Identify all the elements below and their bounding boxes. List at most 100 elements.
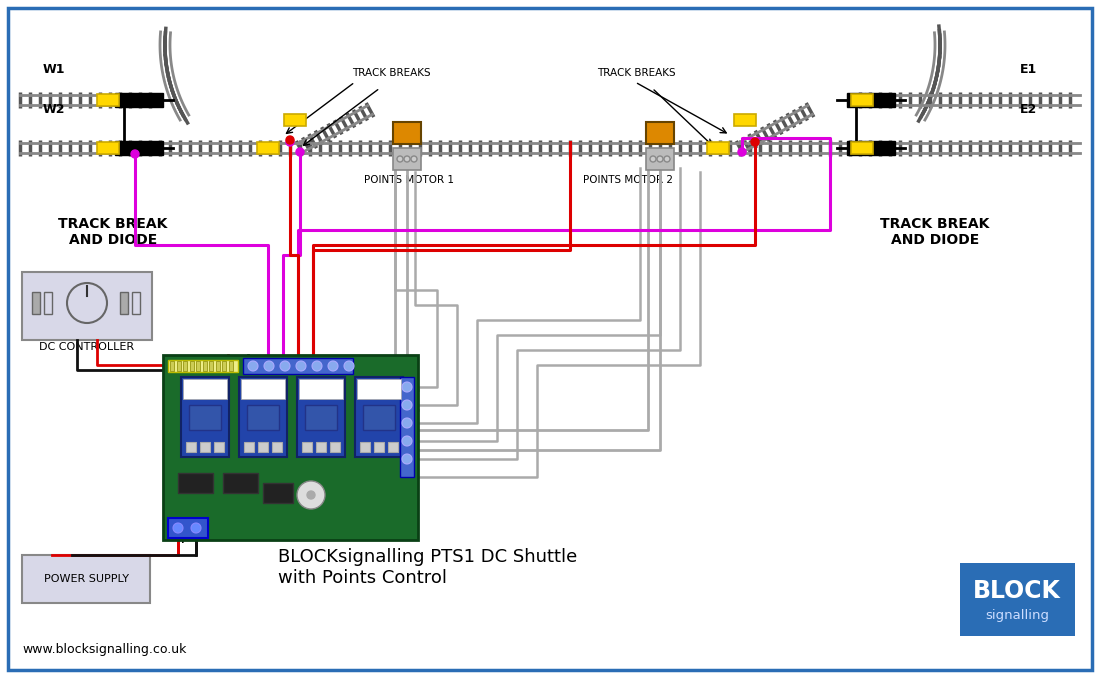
- Bar: [865, 141, 895, 155]
- Text: +: +: [177, 532, 188, 546]
- Bar: [189, 361, 194, 371]
- Bar: [229, 361, 232, 371]
- Bar: [865, 93, 895, 107]
- Bar: [22, 272, 152, 340]
- Bar: [646, 122, 674, 144]
- Bar: [851, 94, 873, 106]
- Text: TRACK BREAKS: TRACK BREAKS: [597, 68, 675, 78]
- Circle shape: [67, 283, 107, 323]
- Circle shape: [173, 523, 183, 533]
- Circle shape: [296, 361, 306, 371]
- Circle shape: [280, 361, 290, 371]
- Bar: [400, 377, 414, 477]
- Text: TRACK BREAK
AND DIODE: TRACK BREAK AND DIODE: [880, 217, 990, 247]
- Bar: [272, 442, 282, 452]
- Bar: [168, 360, 238, 372]
- Bar: [297, 377, 345, 457]
- Circle shape: [296, 148, 304, 156]
- Text: W2: W2: [43, 103, 66, 116]
- Bar: [305, 405, 337, 430]
- Circle shape: [664, 156, 670, 162]
- Bar: [120, 292, 128, 314]
- Text: E1: E1: [1020, 63, 1037, 76]
- Circle shape: [402, 454, 412, 464]
- Circle shape: [650, 156, 656, 162]
- Text: E2: E2: [1020, 103, 1037, 116]
- Bar: [299, 379, 343, 399]
- Bar: [116, 93, 133, 107]
- Bar: [257, 142, 279, 154]
- Circle shape: [286, 138, 294, 146]
- Bar: [284, 114, 306, 126]
- Circle shape: [411, 156, 417, 162]
- Bar: [163, 355, 418, 540]
- Circle shape: [344, 361, 354, 371]
- Circle shape: [402, 436, 412, 446]
- Bar: [847, 141, 865, 155]
- Bar: [22, 555, 150, 603]
- Bar: [960, 563, 1075, 636]
- Bar: [316, 442, 326, 452]
- Bar: [222, 361, 226, 371]
- Bar: [244, 442, 254, 452]
- Bar: [209, 361, 213, 371]
- Bar: [116, 141, 133, 155]
- Bar: [330, 442, 340, 452]
- Text: TRACK BREAKS: TRACK BREAKS: [352, 68, 430, 78]
- Circle shape: [328, 361, 338, 371]
- Bar: [248, 405, 279, 430]
- Circle shape: [248, 361, 258, 371]
- Bar: [132, 292, 140, 314]
- Text: signalling: signalling: [984, 608, 1049, 622]
- Bar: [196, 361, 200, 371]
- Circle shape: [751, 138, 759, 146]
- Circle shape: [397, 156, 403, 162]
- Text: BLOCK: BLOCK: [974, 579, 1060, 603]
- Circle shape: [286, 136, 294, 144]
- Circle shape: [312, 361, 322, 371]
- Bar: [374, 442, 384, 452]
- Circle shape: [402, 418, 412, 428]
- Bar: [183, 361, 187, 371]
- Bar: [183, 379, 227, 399]
- Bar: [202, 361, 207, 371]
- Bar: [133, 93, 163, 107]
- Text: POWER SUPPLY: POWER SUPPLY: [44, 574, 129, 584]
- Bar: [216, 361, 220, 371]
- Bar: [168, 518, 208, 538]
- Text: –: –: [195, 532, 202, 546]
- Bar: [302, 442, 312, 452]
- Bar: [189, 405, 221, 430]
- Bar: [133, 141, 163, 155]
- Text: DC CONTROLLER: DC CONTROLLER: [40, 342, 134, 352]
- Bar: [851, 142, 873, 154]
- Bar: [170, 361, 174, 371]
- Circle shape: [131, 150, 139, 158]
- Bar: [32, 292, 40, 314]
- Bar: [178, 473, 213, 493]
- Bar: [734, 114, 756, 126]
- Bar: [388, 442, 398, 452]
- Circle shape: [307, 491, 315, 499]
- Text: W1: W1: [43, 63, 66, 76]
- Bar: [214, 442, 224, 452]
- Bar: [44, 292, 52, 314]
- Bar: [243, 358, 353, 374]
- Circle shape: [402, 400, 412, 410]
- Bar: [97, 142, 119, 154]
- Bar: [258, 442, 268, 452]
- Circle shape: [297, 481, 324, 509]
- Circle shape: [191, 523, 201, 533]
- Bar: [393, 122, 421, 144]
- Bar: [239, 377, 287, 457]
- Bar: [707, 142, 729, 154]
- Bar: [97, 94, 119, 106]
- Text: TRACK BREAK
AND DIODE: TRACK BREAK AND DIODE: [58, 217, 167, 247]
- Circle shape: [264, 361, 274, 371]
- Text: POINTS MOTOR 1: POINTS MOTOR 1: [364, 175, 454, 185]
- Bar: [646, 148, 674, 170]
- Bar: [176, 361, 180, 371]
- Text: POINTS MOTOR 2: POINTS MOTOR 2: [583, 175, 673, 185]
- Circle shape: [657, 156, 663, 162]
- Bar: [360, 442, 370, 452]
